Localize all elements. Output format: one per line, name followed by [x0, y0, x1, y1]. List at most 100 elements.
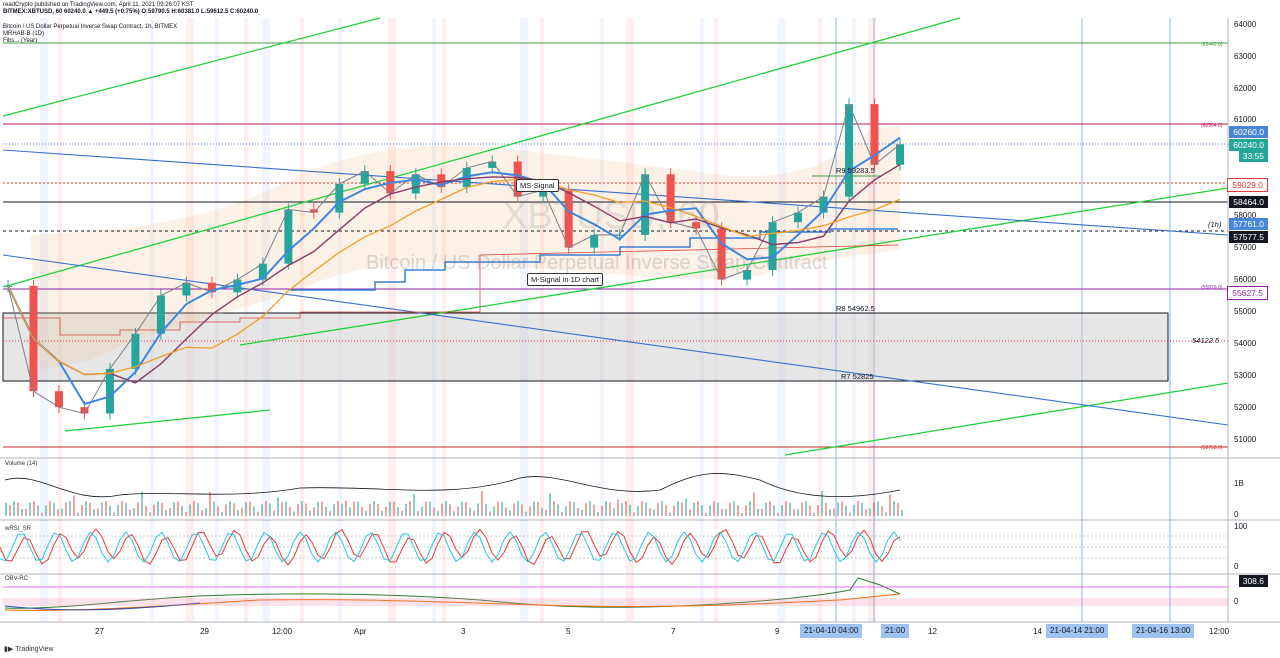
volume-bar: [369, 503, 371, 516]
session-stripe: [300, 18, 304, 622]
volume-bar: [329, 511, 331, 516]
ms-signal-label[interactable]: MS-Signal: [516, 179, 559, 192]
volume-bar: [465, 501, 467, 516]
session-stripe: [215, 18, 219, 622]
fib-54122-label: 54122.5: [1192, 336, 1220, 345]
volume-bar: [197, 503, 199, 516]
price-candle: [54, 391, 63, 408]
volume-bar: [201, 509, 203, 516]
x-tick-end-1200: 12:00: [1209, 627, 1230, 636]
volume-bar: [681, 502, 683, 516]
ma-slow-orange: [7, 178, 901, 376]
y-tick-56000: 56000: [1234, 275, 1257, 284]
volume-bar: [137, 502, 139, 516]
volume-bar: [253, 506, 255, 516]
wrsi-pane-label: wRSI_SR: [5, 526, 32, 532]
volume-bar: [449, 504, 451, 516]
volume-bar: [897, 503, 899, 516]
y-tick-63000: 63000: [1234, 52, 1257, 61]
volume-bar: [85, 501, 87, 516]
volume-bar: [689, 509, 691, 516]
volume-bar: [17, 502, 19, 516]
volume-bar: [461, 501, 463, 516]
volume-bar: [833, 508, 835, 516]
volume-bar: [605, 501, 607, 516]
symbol-ohlc: BITMEX:XBTUSD, 60 60240.0 ▲ +449.5 (+0.7…: [3, 9, 259, 15]
volume-bar: [189, 504, 191, 516]
volume-bar: [525, 511, 527, 516]
r7-label: R7 52825: [841, 372, 874, 381]
volume-bar: [813, 512, 815, 516]
volume-bar: [145, 505, 147, 516]
volume-bar: [697, 501, 699, 516]
volume-bar: [761, 508, 763, 516]
volume-bar: [613, 508, 615, 516]
volume-bar: [21, 508, 23, 516]
price-candle: [488, 161, 497, 168]
x-highlight-0414-2100: 21-04-14 21:00: [1046, 624, 1109, 638]
volume-bar: [845, 505, 847, 516]
volume-bar: [93, 509, 95, 516]
session-stripe: [244, 18, 248, 622]
volume-bar: [185, 511, 187, 516]
trendline-lower-green: [239, 187, 1229, 346]
volume-pane-label: Volume (14): [5, 461, 38, 467]
volume-bar: [765, 502, 767, 516]
price-tag-308: 308.6: [1238, 575, 1268, 587]
watermark-description: Bitcoin / US Dollar Perpetual Inverse Sw…: [366, 252, 828, 274]
volume-bar: [785, 501, 787, 516]
m-signal-1d-label[interactable]: M-Signal in 1D chart: [527, 273, 603, 286]
volume-bar: [125, 502, 127, 516]
volume-bar: [637, 505, 639, 516]
price-candle: [768, 222, 777, 270]
volume-bar: [513, 503, 515, 516]
volume-bar: [865, 509, 867, 516]
volume-bar: [493, 506, 495, 516]
volume-bar: [577, 507, 579, 516]
volume-bar: [421, 506, 423, 516]
volume-bar: [617, 499, 619, 516]
volume-bar: [829, 509, 831, 516]
volume-bar: [401, 510, 403, 516]
volume-bar: [505, 507, 507, 516]
volume-bar: [885, 512, 887, 516]
volume-bar: [349, 507, 351, 516]
price-candle: [539, 190, 548, 197]
volume-bar: [589, 501, 591, 516]
volume-bar: [705, 512, 707, 516]
session-stripe: [868, 18, 876, 622]
volume-bar: [757, 508, 759, 516]
volume-bar: [781, 505, 783, 516]
price-candle: [309, 209, 318, 213]
volume-bar: [489, 511, 491, 516]
volume-bar: [49, 501, 51, 516]
volume-bar: [9, 505, 11, 516]
volume-bar: [241, 507, 243, 516]
obv-axis-0: 0: [1234, 597, 1239, 606]
chart-title: Bitcoin / US Dollar Perpetual Inverse Sw…: [3, 24, 178, 30]
volume-bar: [473, 510, 475, 516]
x-tick-5: 5: [566, 627, 571, 636]
volume-bar: [569, 501, 571, 516]
tradingview-logo[interactable]: ▮▶ TradingView: [4, 645, 54, 653]
volume-bar: [537, 502, 539, 516]
volume-bar: [69, 501, 71, 516]
volume-bar: [245, 502, 247, 516]
brand-text: TradingView: [15, 646, 54, 653]
volume-bar: [165, 509, 167, 516]
volume-bar: [729, 502, 731, 516]
volume-bar: [529, 506, 531, 516]
volume-bar: [41, 512, 43, 516]
obv-green-line: [4, 577, 901, 609]
volume-bar: [213, 501, 215, 516]
volume-bar: [657, 502, 659, 516]
volume-bar: [301, 501, 303, 516]
volume-bar: [153, 504, 155, 516]
session-stripe: [442, 18, 446, 622]
session-stripe: [432, 18, 436, 622]
price-candle: [462, 167, 471, 188]
volume-bar: [517, 501, 519, 516]
volume-bar: [397, 507, 399, 516]
